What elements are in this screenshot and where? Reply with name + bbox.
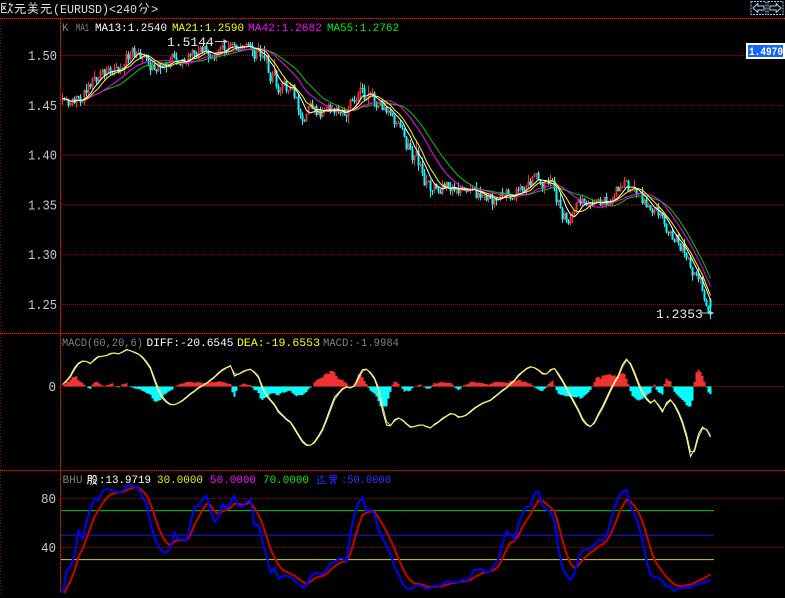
svg-text:50.0000: 50.0000	[210, 475, 256, 487]
svg-text::50.0000: :50.0000	[341, 475, 391, 487]
svg-text:MA21:1.2590: MA21:1.2590	[172, 23, 244, 35]
svg-text:MA42:1.2682: MA42:1.2682	[248, 23, 322, 35]
svg-text:MA1: MA1	[76, 23, 89, 35]
svg-text:40: 40	[41, 541, 56, 557]
svg-text:1.45: 1.45	[28, 99, 57, 115]
svg-text:1.40: 1.40	[28, 149, 57, 165]
svg-text:(EURUSD)<240: (EURUSD)<240	[53, 3, 137, 17]
svg-text:>: >	[151, 3, 158, 17]
svg-text:1.2353: 1.2353	[656, 307, 703, 322]
svg-text:0: 0	[49, 380, 57, 396]
svg-text:K: K	[62, 23, 69, 35]
svg-text:1.35: 1.35	[28, 198, 57, 214]
svg-text:MACD:-1.9984: MACD:-1.9984	[323, 338, 399, 350]
svg-text:1.30: 1.30	[28, 248, 57, 264]
svg-text:MA13:1.2540: MA13:1.2540	[95, 23, 167, 35]
svg-text:1.50: 1.50	[28, 49, 57, 65]
svg-text:80: 80	[41, 492, 56, 508]
svg-text:DEA:-19.6553: DEA:-19.6553	[237, 338, 320, 350]
svg-text:MACD(60,20,6): MACD(60,20,6)	[62, 338, 143, 350]
svg-text::13.9719: :13.9719	[99, 475, 151, 487]
svg-text:DIFF:-20.6545: DIFF:-20.6545	[147, 338, 234, 350]
svg-text:70.0000: 70.0000	[263, 475, 309, 487]
svg-text:1.5144: 1.5144	[167, 35, 214, 50]
svg-text:BHU: BHU	[63, 475, 83, 487]
svg-text:30.0000: 30.0000	[157, 475, 203, 487]
svg-text:1.4970: 1.4970	[749, 47, 783, 59]
svg-text:1.25: 1.25	[28, 298, 57, 314]
svg-text:MA55:1.2762: MA55:1.2762	[327, 23, 399, 35]
